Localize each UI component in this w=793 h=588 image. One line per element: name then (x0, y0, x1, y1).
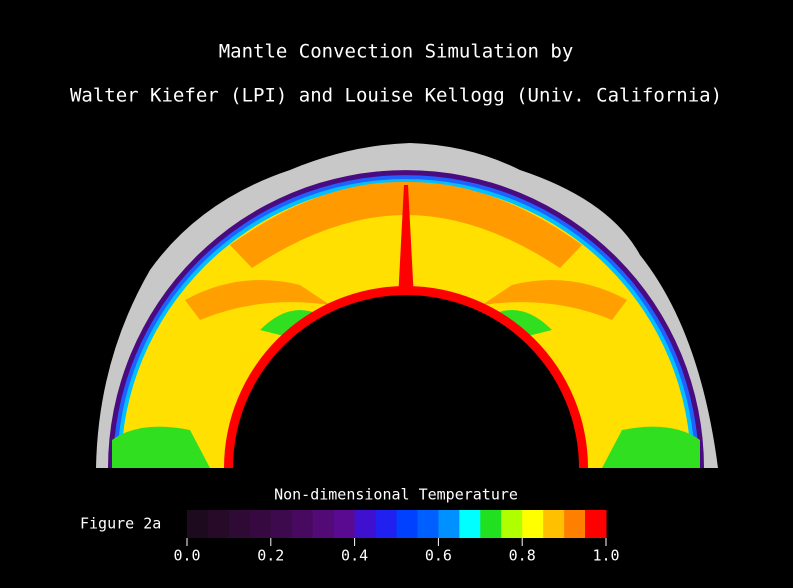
color-swatch (438, 510, 460, 538)
title-line: Mantle Convection Simulation by (219, 41, 574, 63)
tick-label: 0.4 (341, 547, 368, 565)
tick-label: 0.8 (509, 547, 536, 565)
color-swatch (187, 510, 209, 538)
colorbar: 0.0 0.2 0.4 0.6 0.8 1.0 (173, 510, 620, 565)
core (233, 295, 579, 468)
color-swatch (417, 510, 439, 538)
tick-label: 0.2 (257, 547, 284, 565)
color-swatch (375, 510, 397, 538)
color-swatch (228, 510, 251, 538)
color-swatch (291, 510, 314, 538)
color-swatch (564, 510, 586, 538)
colorbar-title: Non-dimensional Temperature (274, 486, 518, 504)
color-swatch (459, 510, 481, 538)
orange-plume (482, 280, 627, 320)
orange-cap (230, 181, 582, 268)
color-swatch (396, 510, 418, 538)
color-swatch (543, 510, 565, 538)
color-swatch (480, 510, 502, 538)
tick-label: 0.6 (425, 547, 452, 565)
green-blob (112, 426, 210, 468)
color-swatch (333, 510, 356, 538)
color-swatch (270, 510, 293, 538)
simulation-image (96, 143, 718, 468)
tick-label: 1.0 (592, 547, 619, 565)
central-plume (398, 185, 414, 300)
color-swatch (522, 510, 544, 538)
color-swatch (501, 510, 523, 538)
figure-label: Figure 2a (80, 515, 161, 533)
color-swatch (354, 510, 377, 538)
tick-label: 0.0 (173, 547, 200, 565)
green-blob (602, 426, 700, 468)
color-swatch (207, 510, 230, 538)
title-line: Walter Kiefer (LPI) and Louise Kellogg (… (70, 85, 722, 107)
color-swatch (312, 510, 335, 538)
orange-plume (185, 280, 330, 320)
color-swatch (249, 510, 272, 538)
color-swatch (585, 510, 607, 538)
